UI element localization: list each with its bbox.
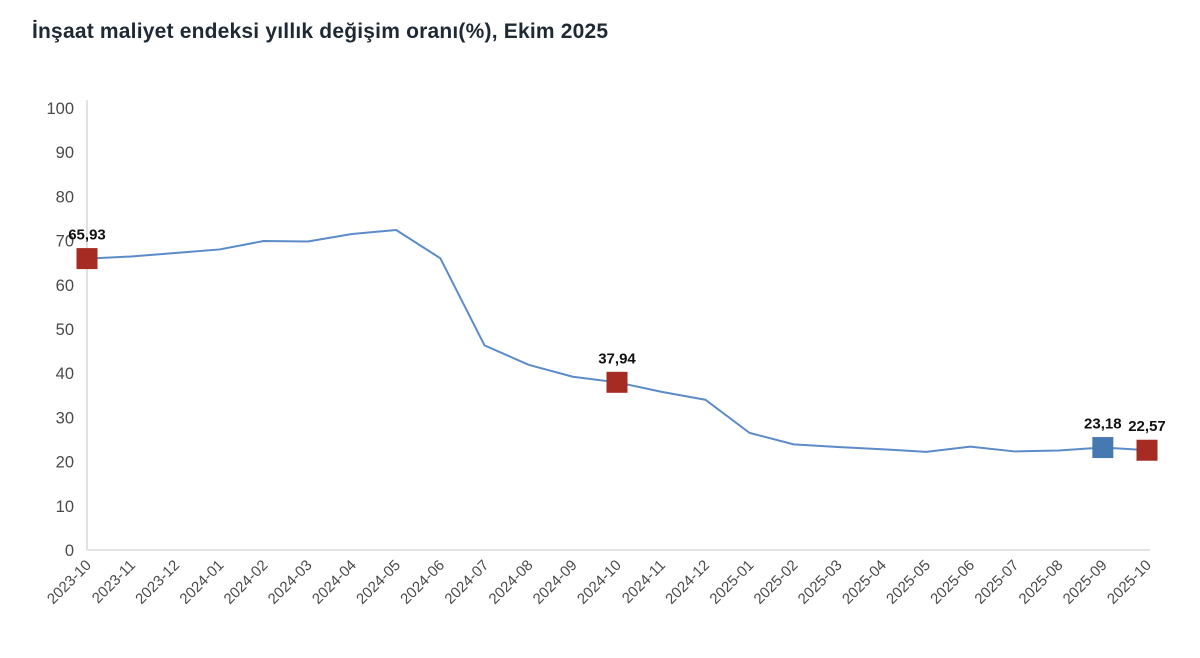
x-tick-label: 2024-10 bbox=[574, 557, 625, 608]
x-tick-label: 2024-09 bbox=[530, 557, 581, 608]
x-tick-label: 2025-02 bbox=[751, 557, 802, 608]
x-tick-label: 2025-06 bbox=[927, 557, 978, 608]
data-point-marker-2023-10 bbox=[76, 248, 98, 270]
y-tick-label: 20 bbox=[56, 454, 74, 472]
chart-title: İnşaat maliyet endeksi yıllık değişim or… bbox=[32, 20, 609, 43]
x-tick-label: 2024-12 bbox=[662, 557, 713, 608]
x-tick-label: 2025-01 bbox=[706, 557, 757, 608]
y-tick-label: 0 bbox=[65, 542, 74, 560]
x-tick-label: 2024-06 bbox=[397, 557, 448, 608]
data-line bbox=[86, 228, 1148, 453]
data-point-marker-2024-10 bbox=[606, 371, 628, 393]
x-tick-label: 2023-11 bbox=[89, 557, 139, 607]
x-tick-label: 2025-04 bbox=[839, 557, 890, 608]
data-point-label-2025-09: 23,18 bbox=[1084, 416, 1122, 433]
x-tick-label: 2024-08 bbox=[486, 557, 537, 608]
x-tick-label: 2025-03 bbox=[795, 557, 846, 608]
y-tick-label: 10 bbox=[56, 498, 74, 516]
data-point-marker-2025-10 bbox=[1136, 439, 1158, 461]
y-tick-label: 80 bbox=[56, 188, 74, 206]
y-tick-label: 50 bbox=[56, 321, 74, 339]
y-tick-label: 40 bbox=[56, 365, 74, 383]
x-tick-label: 2024-02 bbox=[221, 557, 272, 608]
y-tick-label: 60 bbox=[56, 277, 74, 295]
x-tick-label: 2024-07 bbox=[441, 557, 492, 608]
data-point-label-2024-10: 37,94 bbox=[598, 350, 636, 367]
data-point-label-2023-10: 65,93 bbox=[68, 227, 106, 244]
y-tick-label: 90 bbox=[56, 144, 74, 162]
x-tick-label: 2025-10 bbox=[1104, 557, 1155, 608]
y-tick-label: 100 bbox=[46, 100, 74, 118]
x-tick-label: 2024-01 bbox=[176, 557, 227, 608]
x-tick-label: 2024-03 bbox=[265, 557, 316, 608]
x-tick-label: 2025-05 bbox=[883, 557, 934, 608]
x-tick-label: 2023-12 bbox=[132, 557, 183, 608]
x-tick-label: 2024-11 bbox=[619, 557, 669, 607]
x-tick-label: 2025-07 bbox=[971, 557, 1022, 608]
x-tick-label: 2024-04 bbox=[309, 557, 360, 608]
y-tick-label: 30 bbox=[56, 409, 74, 427]
data-point-marker-2025-09 bbox=[1092, 437, 1114, 459]
data-point-label-2025-10: 22,57 bbox=[1128, 418, 1166, 435]
x-tick-label: 2023-10 bbox=[44, 557, 95, 608]
x-tick-label: 2024-05 bbox=[353, 557, 404, 608]
x-tick-label: 2025-09 bbox=[1060, 557, 1111, 608]
y-tick-label: 70 bbox=[56, 233, 74, 251]
x-tick-label: 2025-08 bbox=[1016, 557, 1067, 608]
